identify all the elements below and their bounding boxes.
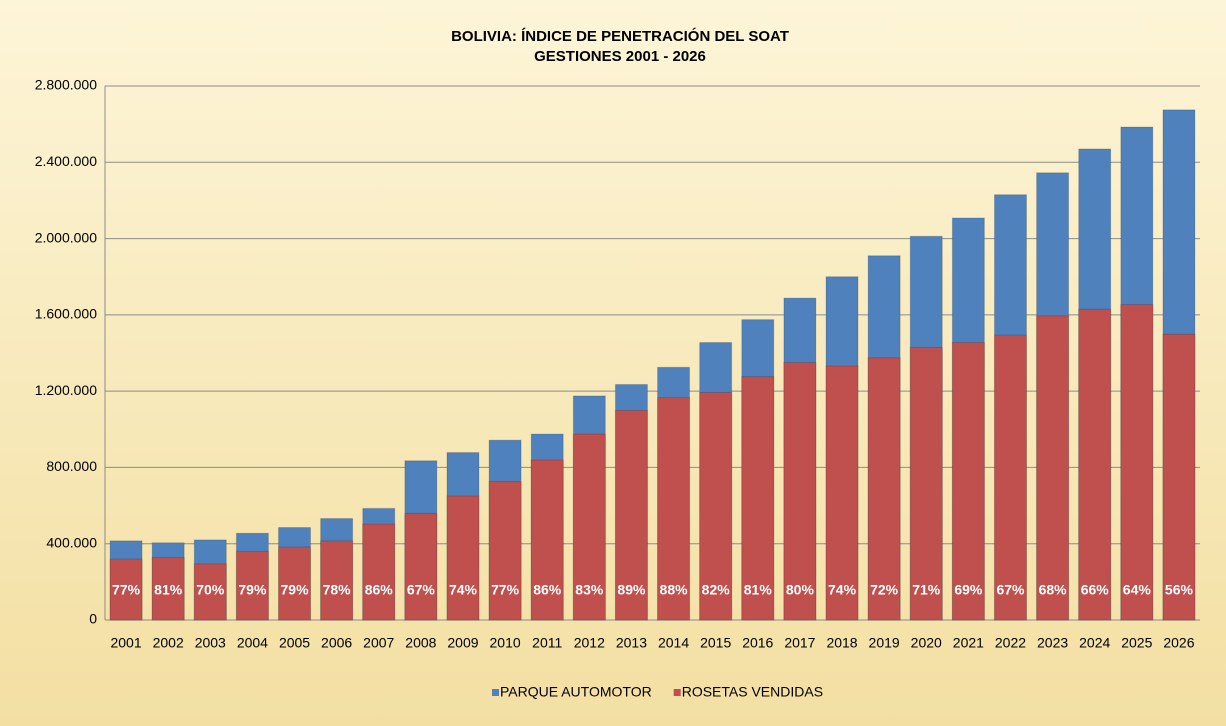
bar: [867, 357, 901, 621]
x-tick-label: 2003: [195, 635, 226, 651]
x-tick-label: 2021: [953, 635, 984, 651]
y-tick-label: 2.000.000: [35, 229, 97, 245]
bar: [109, 558, 143, 621]
x-tick-label: 2018: [826, 635, 857, 651]
data-label: 66%: [1081, 582, 1110, 598]
y-tick-label: 1.200.000: [35, 382, 97, 398]
y-tick-label: 800.000: [46, 458, 97, 474]
data-label: 82%: [702, 582, 731, 598]
bar: [362, 523, 396, 621]
x-tick-label: 2026: [1163, 635, 1194, 651]
x-tick-label: 2025: [1121, 635, 1152, 651]
chart-title: BOLIVIA: ÍNDICE DE PENETRACIÓN DEL SOAT: [451, 27, 789, 45]
legend-label: ROSETAS VENDIDAS: [682, 684, 823, 700]
bar: [741, 376, 775, 621]
y-tick-label: 2.400.000: [35, 153, 97, 169]
data-label: 79%: [281, 582, 310, 598]
legend-label: PARQUE AUTOMOTOR: [500, 684, 652, 700]
data-label: 67%: [996, 582, 1025, 598]
x-tick-label: 2023: [1037, 635, 1068, 651]
x-tick-label: 2019: [869, 635, 900, 651]
x-tick-label: 2001: [110, 635, 141, 651]
x-tick-label: 2012: [574, 635, 605, 651]
data-label: 69%: [954, 582, 983, 598]
x-tick-label: 2013: [616, 635, 647, 651]
bar: [699, 391, 733, 621]
bar: [951, 342, 985, 621]
y-tick-label: 400.000: [46, 534, 97, 550]
data-label: 86%: [533, 582, 562, 598]
bar: [193, 563, 227, 621]
data-label: 70%: [196, 582, 225, 598]
bar: [572, 433, 606, 621]
x-tick-label: 2022: [995, 635, 1026, 651]
bar: [825, 365, 859, 621]
data-label: 72%: [870, 582, 899, 598]
bar: [488, 481, 522, 621]
data-label: 79%: [238, 582, 267, 598]
bar: [404, 512, 438, 621]
x-tick-label: 2015: [700, 635, 731, 651]
data-label: 86%: [365, 582, 394, 598]
bar: [320, 540, 354, 621]
data-label: 74%: [828, 582, 857, 598]
bar: [657, 397, 691, 621]
data-label: 80%: [786, 582, 815, 598]
data-label: 64%: [1123, 582, 1152, 598]
data-label: 77%: [112, 582, 141, 598]
x-tick-label: 2005: [279, 635, 310, 651]
bar: [446, 495, 480, 621]
legend-swatch: [673, 689, 681, 696]
data-label: 56%: [1165, 582, 1194, 598]
bar: [993, 334, 1027, 621]
x-tick-label: 2016: [742, 635, 773, 651]
data-label: 81%: [154, 582, 183, 598]
y-tick-label: 1.600.000: [35, 306, 97, 322]
bar: [1120, 304, 1154, 621]
x-tick-label: 2010: [490, 635, 521, 651]
x-tick-label: 2024: [1079, 635, 1110, 651]
bar: [783, 362, 817, 621]
bar: [151, 556, 185, 621]
data-label: 81%: [744, 582, 773, 598]
data-label: 71%: [912, 582, 941, 598]
x-tick-label: 2009: [447, 635, 478, 651]
data-label: 83%: [575, 582, 604, 598]
y-tick-label: 0: [89, 611, 97, 627]
bar: [1036, 315, 1070, 621]
bar: [530, 459, 564, 621]
bar: [1078, 308, 1112, 621]
x-tick-label: 2020: [911, 635, 942, 651]
bar: [1162, 333, 1196, 621]
data-label: 74%: [449, 582, 478, 598]
data-label: 89%: [617, 582, 646, 598]
bar: [909, 346, 943, 621]
data-label: 67%: [407, 582, 436, 598]
data-label: 78%: [323, 582, 352, 598]
bar: [278, 546, 312, 621]
x-tick-label: 2017: [784, 635, 815, 651]
x-tick-label: 2014: [658, 635, 689, 651]
y-tick-label: 2.800.000: [35, 77, 97, 93]
x-tick-label: 2007: [363, 635, 394, 651]
data-label: 68%: [1039, 582, 1068, 598]
legend-swatch: [492, 689, 499, 696]
x-tick-label: 2006: [321, 635, 352, 651]
x-tick-label: 2008: [405, 635, 436, 651]
chart-subtitle: GESTIONES 2001 - 2026: [534, 48, 706, 65]
data-label: 88%: [660, 582, 689, 598]
x-tick-label: 2011: [532, 635, 562, 651]
bar: [235, 550, 269, 621]
data-label: 77%: [491, 582, 520, 598]
x-tick-label: 2004: [237, 635, 268, 651]
bar: [614, 409, 648, 621]
x-tick-label: 2002: [153, 635, 184, 651]
